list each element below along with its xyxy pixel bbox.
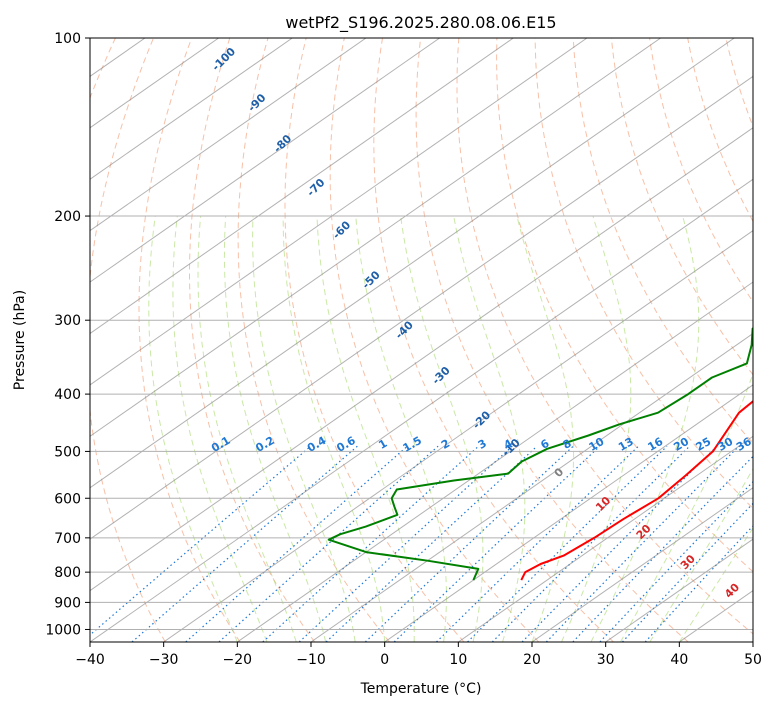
grid: [90, 38, 753, 630]
moist-adiabat: [197, 215, 297, 642]
isotherm-line: [90, 38, 293, 180]
moist-adiabat: [223, 215, 327, 642]
reference-lines: [90, 38, 775, 642]
isotherm-line: [605, 538, 753, 642]
y-tick-label: 300: [54, 313, 81, 329]
dewpoint-line: [327, 326, 753, 581]
moist-adiabat: [590, 215, 700, 642]
x-axis-title: Temperature (°C): [360, 681, 482, 697]
dry-adiabat: [373, 38, 614, 642]
isotherm-line: [237, 281, 753, 642]
dry-adiabat: [189, 38, 316, 642]
moist-adiabat: [619, 372, 753, 642]
mixing-ratio-line: [325, 445, 538, 642]
moist-adiabat: [355, 215, 447, 642]
mixing-ratio-line: [435, 445, 639, 642]
y-tick-label: 100: [54, 31, 81, 47]
plot-frame: [89, 37, 754, 643]
isotherm-line: [90, 38, 440, 283]
profile-series: [327, 326, 753, 581]
isotherm-line: [90, 38, 661, 437]
moist-adiabat: [172, 215, 268, 642]
y-tick-label: 900: [54, 595, 81, 611]
x-tick-label: −10: [296, 652, 326, 668]
moist-adiabat: [316, 215, 415, 642]
dry-adiabat: [572, 38, 753, 444]
mixing-ratio-line: [218, 445, 439, 642]
isotherm-line: [458, 435, 753, 642]
dry-adiabat: [415, 38, 689, 642]
isotherm-line: [90, 178, 753, 642]
x-axis: −40 −30 −20 −10 0 10 20 30 40 50: [75, 642, 762, 668]
y-axis-title: Pressure (hPa): [12, 290, 28, 390]
isotherm-line: [531, 487, 753, 642]
x-tick-label: 20: [523, 652, 541, 668]
y-tick-label: 800: [54, 565, 81, 581]
plot-background: [90, 38, 753, 642]
mixing-ratio-line: [521, 445, 718, 642]
dry-adiabat: [138, 38, 241, 642]
y-tick-label: 700: [54, 531, 81, 547]
dry-adiabat: [496, 38, 753, 573]
dry-adiabat: [610, 38, 753, 376]
isotherm-line: [90, 38, 588, 386]
isotherm-line: [90, 75, 753, 540]
mixing-ratio-line: [298, 445, 513, 642]
moist-adiabat: [252, 215, 356, 642]
y-tick-label: 600: [54, 491, 81, 507]
moist-adiabat: [678, 527, 753, 642]
mixing-ratio-line: [644, 525, 753, 642]
isotherm-line: [384, 384, 753, 642]
x-tick-label: 50: [744, 652, 762, 668]
x-tick-label: 40: [670, 652, 688, 668]
y-tick-label: 200: [54, 209, 81, 225]
x-tick-label: 30: [597, 652, 615, 668]
dry-adiabat: [764, 38, 775, 642]
temperature-line: [520, 400, 753, 581]
dry-adiabat: [649, 38, 753, 303]
y-tick-label: 1000: [45, 622, 81, 638]
x-tick-label: 0: [380, 652, 389, 668]
mixing-ratio-line: [621, 502, 753, 642]
y-axis: 100 200 300 400 500 600 700 800 900 1000: [45, 31, 90, 638]
isotherm-line: [90, 38, 367, 232]
y-tick-label: 400: [54, 387, 81, 403]
moist-adiabat: [649, 467, 753, 642]
y-tick-label: 500: [54, 444, 81, 460]
moist-adiabat: [453, 215, 526, 642]
x-tick-label: −30: [149, 652, 179, 668]
chart-title: wetPf2_S196.2025.280.08.06.E15: [285, 13, 556, 33]
x-tick-label: 10: [449, 652, 467, 668]
moist-adiabat: [282, 215, 386, 642]
moist-adiabat: [400, 215, 484, 642]
moist-adiabat: [516, 215, 575, 642]
dry-adiabat: [237, 38, 390, 642]
dry-adiabat: [284, 38, 465, 642]
moist-adiabat: [148, 215, 238, 642]
x-tick-label: −20: [223, 652, 253, 668]
mixing-ratio-line: [599, 480, 753, 642]
moist-adiabat: [561, 215, 632, 642]
x-tick-label: −40: [75, 652, 105, 668]
mixing-ratio-line: [262, 445, 480, 642]
isotherm-line: [90, 38, 514, 335]
isotherm-line: [163, 230, 753, 642]
mixing-ratio-line: [90, 445, 312, 636]
isotherm-line: [90, 127, 753, 592]
isotherm-line: [90, 38, 735, 489]
isotherm-line: [752, 641, 753, 642]
isotherm-line: [310, 332, 753, 642]
